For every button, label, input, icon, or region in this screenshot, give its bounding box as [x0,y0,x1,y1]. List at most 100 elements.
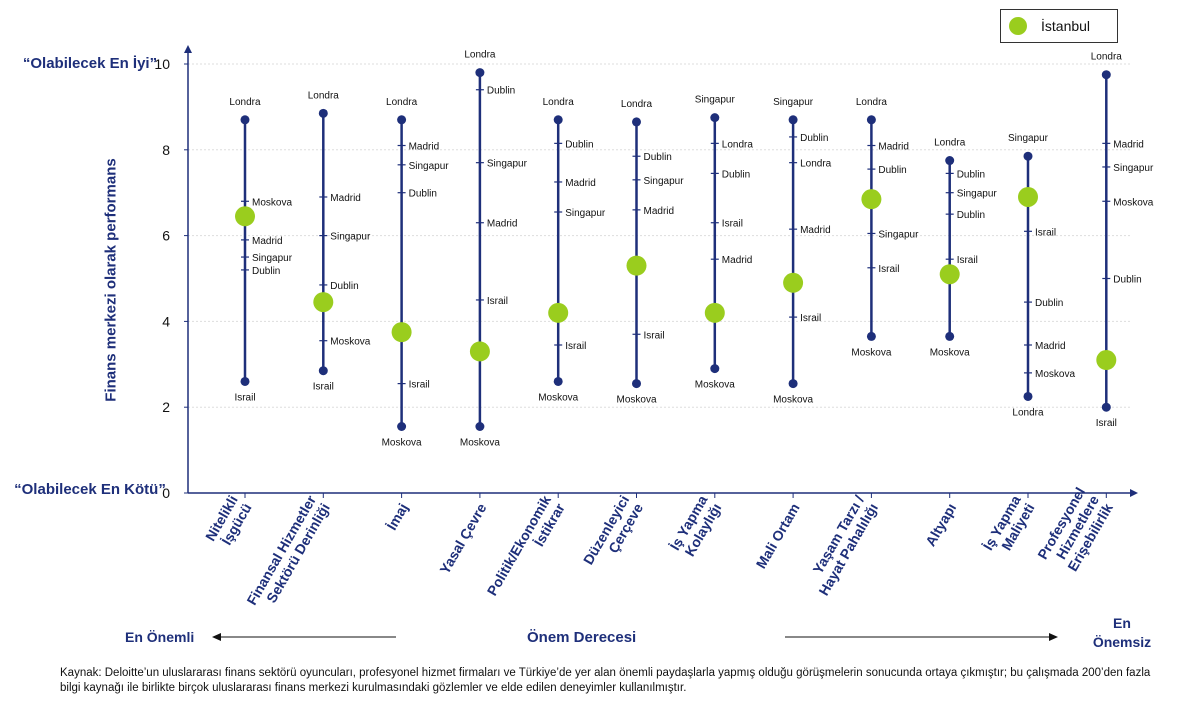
city-label: Israil [1035,227,1056,238]
city-label: Moskova [1035,369,1075,380]
city-label: Londra [722,139,754,150]
istanbul-marker [1018,186,1038,207]
city-label: Madrid [487,219,518,230]
endpoint-dot [632,379,641,389]
city-label: Singapur [957,189,998,200]
endpoint-dot [1023,151,1033,161]
category-label: Mali Ortam [753,501,803,572]
city-label: Singapur [565,208,606,219]
city-label: Israil [878,264,899,275]
city-label: Singapur [773,97,814,108]
most-important-label: En Önemli [125,629,195,645]
city-label: Londra [1091,52,1123,63]
city-label: Madrid [878,142,909,153]
city-label: Madrid [1035,341,1066,352]
least-important-label-2: Önemsiz [1092,634,1152,650]
category-label: Yasal Çevre [436,500,489,576]
legend-label: İstanbul [1041,18,1091,34]
city-label: Moskova [851,347,891,358]
city-label: Madrid [722,255,753,266]
endpoint-dot [475,422,485,432]
endpoint-dot [866,331,876,341]
city-label: Singapur [252,253,293,264]
city-label: Londra [934,138,966,149]
city-label: Dublin [957,210,985,221]
city-label: Dublin [722,169,750,180]
city-label: Dublin [644,152,672,163]
city-label: Dublin [330,281,358,292]
city-label: Israil [487,296,508,307]
city-label: Moskova [616,395,656,406]
city-label: Londra [543,97,575,108]
city-label: Dublin [957,169,985,180]
importance-arrow-right-head [1049,633,1058,641]
city-label: Israil [722,219,743,230]
city-label: Singapur [487,159,528,170]
city-label: Dublin [878,165,906,176]
endpoint-dot [240,115,250,125]
city-label: Israil [565,341,586,352]
city-label: Moskova [695,380,735,391]
category-label: Altyapı [922,501,959,549]
city-label: Londra [856,97,888,108]
istanbul-marker [939,264,960,285]
city-label: Dublin [1035,298,1063,309]
importance-arrow-left-head [212,633,221,641]
city-label: Dublin [565,139,593,150]
y-tick-label: 6 [162,228,170,244]
istanbul-legend-marker [1009,17,1027,35]
city-label: Moskova [930,347,970,358]
least-important-label-1: En [1113,615,1131,631]
y-axis-arrow [184,45,192,53]
city-label: Londra [386,97,418,108]
city-label: Madrid [644,206,675,217]
endpoint-dot [866,115,876,125]
category-label: İş YapmaMaliyeti [980,492,1038,561]
endpoint-dot [397,422,407,432]
endpoint-dot [788,115,798,125]
category-label: İmaj [383,501,411,533]
endpoint-dot [318,366,328,376]
city-label: Madrid [1113,139,1144,150]
city-label: Moskova [773,395,813,406]
city-label: Madrid [252,236,283,247]
istanbul-marker [469,341,490,362]
city-label: Dublin [409,189,437,200]
istanbul-marker [704,302,725,323]
endpoint-dot [710,364,720,374]
city-label: Israil [234,392,255,403]
city-label: Israil [409,380,430,391]
y-bottom-label: “Olabilecek En Kötü” [14,481,166,498]
endpoint-dot [318,108,328,118]
city-label: Moskova [252,197,292,208]
city-label: Moskova [330,337,370,348]
city-label: Singapur [1008,133,1049,144]
endpoint-dot [1023,391,1033,401]
endpoint-dot [553,115,563,125]
istanbul-marker [235,206,255,227]
endpoint-dot [1101,402,1111,412]
city-label: Moskova [382,438,422,449]
endpoint-dot [397,115,407,125]
y-tick-label: 0 [162,485,170,501]
y-tick-label: 8 [162,142,170,158]
category-label: ProfesyonelHizmetlereErişebilirlik [1034,484,1116,578]
y-axis-label: Finans merkezi olarak performans [102,158,120,402]
city-label: Singapur [1113,163,1154,174]
city-label: Londra [308,90,340,101]
y-tick-label: 2 [162,399,170,415]
city-label: Singapur [330,232,371,243]
city-label: Madrid [409,142,440,153]
y-top-label: “Olabilecek En İyi” [22,55,158,72]
city-label: Dublin [800,133,828,144]
city-label: Singapur [695,95,736,106]
importance-title: Önem Derecesi [527,629,637,646]
city-label: Londra [621,99,653,110]
city-label: Madrid [800,225,831,236]
city-label: Israil [644,330,665,341]
category-label: Yaşam Tarzı /Hayat Pahalılığı [802,492,882,598]
city-label: Moskova [1113,197,1153,208]
istanbul-marker [548,302,569,323]
city-label: Londra [800,159,832,170]
